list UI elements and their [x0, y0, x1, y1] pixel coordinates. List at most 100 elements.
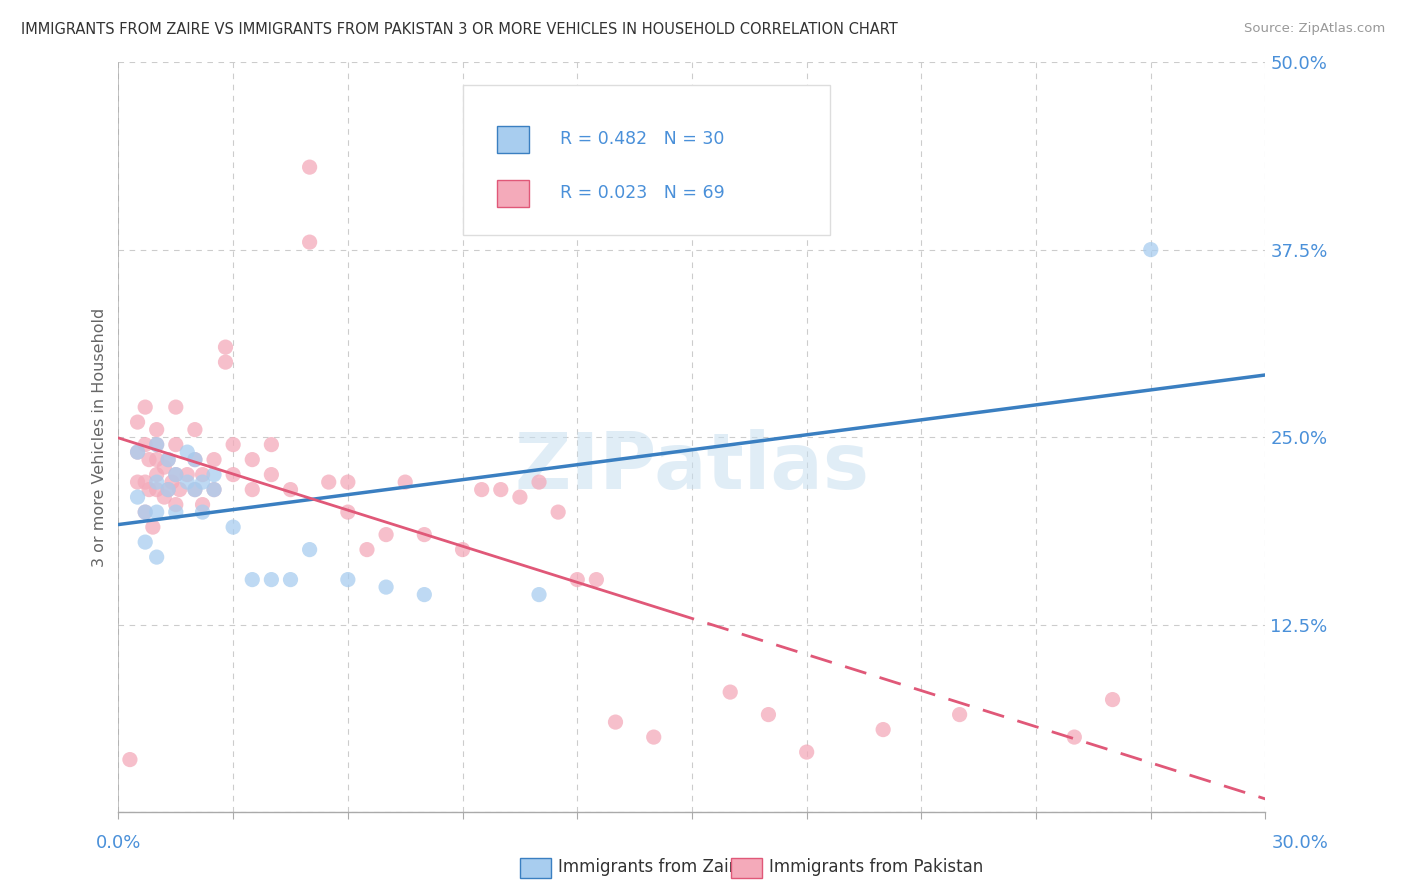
- Point: [191, 475, 214, 489]
- FancyBboxPatch shape: [496, 180, 529, 207]
- Point: [202, 483, 225, 497]
- Text: ZIPatlas: ZIPatlas: [515, 429, 869, 505]
- Point: [176, 475, 198, 489]
- Point: [796, 745, 818, 759]
- Point: [471, 483, 494, 497]
- Point: [872, 723, 894, 737]
- Point: [145, 483, 167, 497]
- Point: [145, 550, 167, 565]
- Point: [134, 437, 156, 451]
- Text: R = 0.023   N = 69: R = 0.023 N = 69: [560, 185, 725, 202]
- Point: [134, 505, 156, 519]
- Point: [165, 505, 187, 519]
- Point: [134, 475, 156, 489]
- Point: [134, 535, 156, 549]
- Point: [567, 573, 589, 587]
- Point: [127, 415, 149, 429]
- Point: [240, 452, 263, 467]
- Point: [127, 490, 149, 504]
- Point: [165, 498, 187, 512]
- Point: [1063, 730, 1085, 744]
- Point: [298, 160, 321, 174]
- Point: [138, 452, 160, 467]
- Point: [356, 542, 378, 557]
- Point: [585, 573, 607, 587]
- Point: [1139, 243, 1161, 257]
- Point: [718, 685, 741, 699]
- Point: [145, 423, 167, 437]
- Text: Source: ZipAtlas.com: Source: ZipAtlas.com: [1244, 22, 1385, 36]
- FancyBboxPatch shape: [463, 85, 830, 235]
- Text: 30.0%: 30.0%: [1272, 834, 1329, 852]
- Point: [184, 452, 207, 467]
- Point: [169, 483, 191, 497]
- Point: [127, 475, 149, 489]
- Point: [127, 445, 149, 459]
- Point: [222, 467, 245, 482]
- Point: [145, 437, 167, 451]
- Point: [260, 467, 283, 482]
- Text: R = 0.482   N = 30: R = 0.482 N = 30: [560, 130, 724, 148]
- Point: [127, 445, 149, 459]
- Point: [184, 452, 207, 467]
- Point: [336, 505, 359, 519]
- FancyBboxPatch shape: [496, 127, 529, 153]
- Point: [202, 467, 225, 482]
- Point: [202, 452, 225, 467]
- Point: [547, 505, 569, 519]
- Point: [145, 475, 167, 489]
- Point: [375, 580, 398, 594]
- Point: [145, 505, 167, 519]
- Point: [318, 475, 340, 489]
- Point: [165, 437, 187, 451]
- Point: [142, 520, 165, 534]
- Point: [260, 437, 283, 451]
- Y-axis label: 3 or more Vehicles in Household: 3 or more Vehicles in Household: [93, 308, 107, 566]
- Point: [153, 460, 176, 475]
- Point: [1101, 692, 1123, 706]
- Point: [153, 490, 176, 504]
- Point: [298, 542, 321, 557]
- Point: [160, 475, 183, 489]
- Point: [260, 573, 283, 587]
- Text: Immigrants from Zaire: Immigrants from Zaire: [558, 858, 745, 876]
- Point: [394, 475, 416, 489]
- Point: [280, 573, 302, 587]
- Point: [165, 400, 187, 414]
- Point: [184, 423, 207, 437]
- Point: [336, 573, 359, 587]
- Point: [336, 475, 359, 489]
- Point: [949, 707, 972, 722]
- Point: [643, 730, 665, 744]
- Point: [134, 400, 156, 414]
- Point: [191, 505, 214, 519]
- Point: [489, 483, 512, 497]
- Point: [202, 483, 225, 497]
- Point: [145, 467, 167, 482]
- Text: 0.0%: 0.0%: [96, 834, 141, 852]
- Point: [758, 707, 780, 722]
- Point: [222, 437, 245, 451]
- Point: [157, 483, 180, 497]
- Point: [240, 573, 263, 587]
- Point: [240, 483, 263, 497]
- Point: [280, 483, 302, 497]
- Point: [118, 753, 141, 767]
- Point: [527, 475, 550, 489]
- Point: [605, 715, 627, 730]
- Point: [157, 452, 180, 467]
- Point: [222, 520, 245, 534]
- Point: [145, 437, 167, 451]
- Point: [413, 588, 436, 602]
- Point: [375, 527, 398, 541]
- Text: IMMIGRANTS FROM ZAIRE VS IMMIGRANTS FROM PAKISTAN 3 OR MORE VEHICLES IN HOUSEHOL: IMMIGRANTS FROM ZAIRE VS IMMIGRANTS FROM…: [21, 22, 898, 37]
- Point: [134, 505, 156, 519]
- Point: [138, 483, 160, 497]
- Point: [176, 445, 198, 459]
- Point: [214, 355, 236, 369]
- Point: [184, 483, 207, 497]
- Point: [527, 588, 550, 602]
- Point: [176, 467, 198, 482]
- Point: [451, 542, 474, 557]
- Text: Immigrants from Pakistan: Immigrants from Pakistan: [769, 858, 983, 876]
